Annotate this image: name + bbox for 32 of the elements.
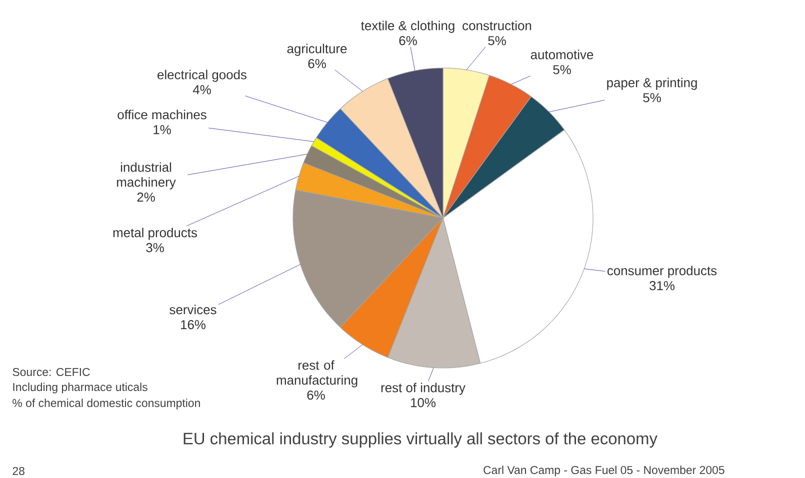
slice-label: services bbox=[170, 304, 216, 314]
text: Carl Van Camp - Gas Fuel 05 - November 2005 bbox=[484, 466, 724, 476]
data-label: 5% bbox=[553, 65, 571, 74]
slice-label: textile & clothing bbox=[361, 20, 454, 33]
text: EU chemical industry supplies virtually all sectors of the economy bbox=[184, 432, 658, 448]
slice-label: rest of manufacturing bbox=[276, 360, 358, 388]
source-note: Source: CEFIC bbox=[12, 368, 90, 376]
slice-label: construction bbox=[462, 20, 532, 30]
slice-label: electrical goods bbox=[158, 70, 247, 82]
data-label: 6% bbox=[308, 59, 326, 68]
data-label: 1% bbox=[154, 125, 171, 134]
data-label: 4% bbox=[192, 85, 211, 94]
data-label: 6% bbox=[307, 390, 325, 400]
text: 28 bbox=[12, 466, 24, 476]
slice-label: consumer products bbox=[607, 266, 717, 278]
data-label: 2% bbox=[137, 192, 155, 202]
slice-label: industrial machinery bbox=[116, 162, 176, 190]
slice-label: paper & printing bbox=[607, 78, 697, 90]
text: Including pharmace uticals bbox=[13, 382, 148, 394]
slice-label: office machines bbox=[118, 110, 206, 120]
data-label: 31% bbox=[650, 281, 675, 290]
data-label: 5% bbox=[488, 36, 506, 46]
data-label: 10% bbox=[411, 398, 436, 408]
data-label: 3% bbox=[146, 243, 164, 252]
data-label: 5% bbox=[643, 93, 661, 102]
text: % of chemical domestic consumption bbox=[12, 398, 200, 410]
data-label: 6% bbox=[399, 36, 417, 46]
data-label: 16% bbox=[181, 320, 206, 330]
slice-label: metal products bbox=[113, 228, 197, 240]
slice-label: rest of industry bbox=[381, 382, 466, 395]
slice-label: automotive bbox=[530, 50, 594, 60]
slice-label: agriculture bbox=[287, 44, 347, 56]
